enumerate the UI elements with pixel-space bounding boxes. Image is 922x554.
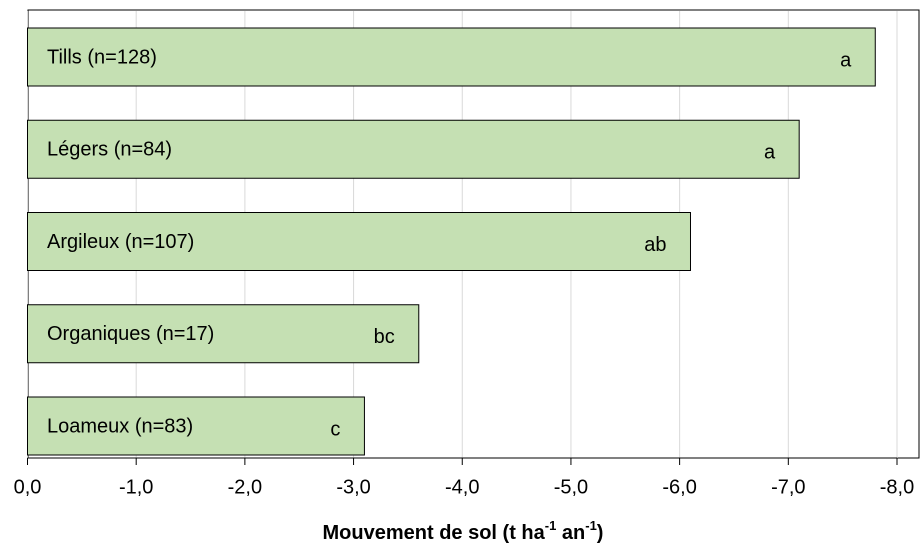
x-tick-label: -3,0 [336, 476, 370, 498]
bars: Tills (n=128) a Légers (n=84) a Argileux (n=… [27, 27, 876, 456]
x-tick-label: -4,0 [445, 476, 479, 498]
significance-label: ab [644, 234, 666, 256]
x-tick-label: -8,0 [880, 476, 914, 498]
x-axis-label: Mouvement de sol (t ha-1 an-1) [323, 518, 604, 544]
bar [27, 212, 691, 271]
significance-label: a [764, 142, 776, 164]
x-axis-label-part: -1 [585, 518, 597, 533]
category-label: Légers (n=84) [47, 139, 172, 161]
bar [27, 396, 365, 456]
significance-label: a [840, 49, 852, 71]
bar [27, 304, 420, 364]
x-axis-label-part: ) [597, 522, 604, 544]
x-axis-label-part: Mouvement de sol (t ha [323, 522, 546, 544]
category-label: Argileux (n=107) [47, 231, 194, 253]
significance-label: bc [374, 326, 395, 348]
x-tick-label: -7,0 [771, 476, 805, 498]
x-tick-label: 0,0 [14, 476, 42, 498]
x-tick-label: -6,0 [662, 476, 696, 498]
x-axis-label-part: an [556, 522, 585, 544]
x-tick-label: -1,0 [119, 476, 153, 498]
x-axis-label-part: -1 [545, 518, 557, 533]
x-tick-label: -5,0 [554, 476, 588, 498]
x-tick-label: -2,0 [228, 476, 262, 498]
category-label: Loameux (n=83) [47, 415, 193, 437]
category-label: Tills (n=128) [47, 46, 157, 68]
significance-label: c [330, 418, 340, 440]
bar [27, 27, 876, 87]
bar [27, 119, 800, 179]
category-label: Organiques (n=17) [47, 323, 214, 345]
